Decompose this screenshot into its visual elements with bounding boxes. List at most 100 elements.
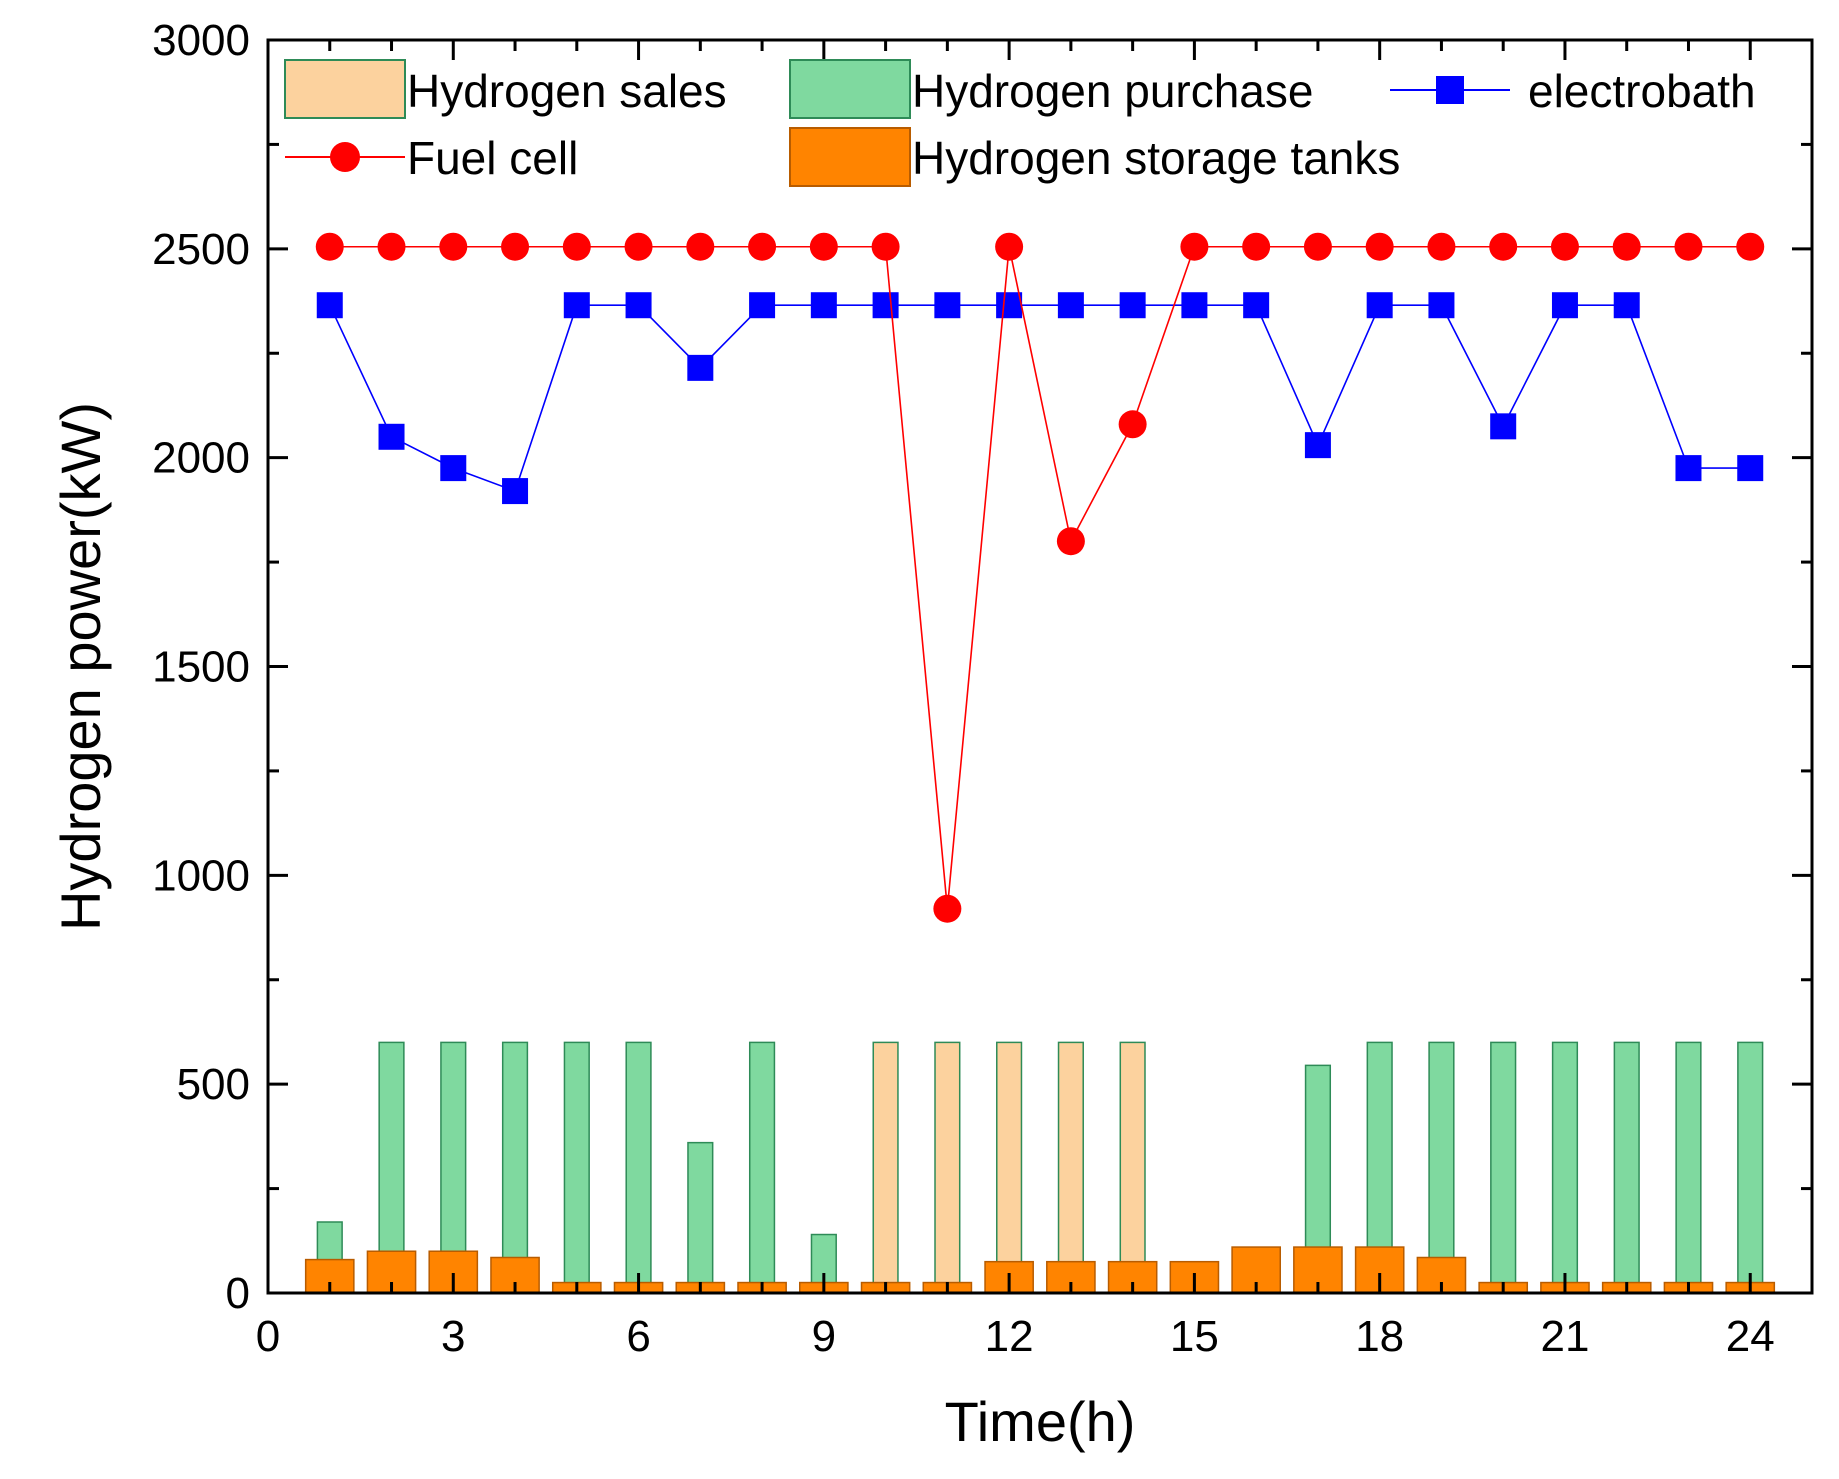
fuel-cell-point xyxy=(1489,232,1518,261)
electrobath-point xyxy=(1057,292,1084,319)
bar-hydrogen-sales xyxy=(872,1041,899,1294)
x-tick-label: 12 xyxy=(985,1312,1034,1361)
x-tick-label: 6 xyxy=(626,1312,650,1361)
electrobath-point xyxy=(1737,455,1764,482)
electrobath-point xyxy=(749,292,776,319)
legend: Hydrogen sales Hydrogen purchase electro… xyxy=(284,59,1756,187)
electrobath-point xyxy=(687,354,714,381)
x-tick-label: 3 xyxy=(441,1312,465,1361)
fuel-cell-point xyxy=(315,232,344,261)
y-tick-label: 2500 xyxy=(152,225,250,274)
bar-hydrogen-purchase xyxy=(1490,1041,1517,1294)
legend-marker-electrobath xyxy=(1436,76,1464,104)
bar-hydrogen-purchase xyxy=(1675,1041,1702,1294)
x-tick-label: 9 xyxy=(812,1312,836,1361)
fuel-cell-point xyxy=(1056,527,1085,556)
y-tick-label: 1000 xyxy=(152,851,250,900)
legend-swatch-hydrogen-purchase xyxy=(789,59,911,119)
electrobath-point xyxy=(810,292,837,319)
x-axis-title: Time(h) xyxy=(945,1390,1136,1453)
line-layer xyxy=(315,232,1765,923)
fuel-cell-point xyxy=(439,232,468,261)
bar-hydrogen-sales xyxy=(996,1041,1023,1294)
bar-layer xyxy=(304,1041,1776,1294)
legend-label-fuel-cell: Fuel cell xyxy=(407,132,578,184)
y-axis-title: Hydrogen power(kW) xyxy=(49,402,112,931)
bar-hydrogen-purchase xyxy=(1737,1041,1764,1294)
electrobath-point xyxy=(316,292,343,319)
y-tick-label: 3000 xyxy=(152,16,250,65)
legend-marker-fuel-cell xyxy=(330,142,360,172)
x-tick-label: 24 xyxy=(1726,1312,1775,1361)
x-tick-label: 18 xyxy=(1355,1312,1404,1361)
x-tick-label: 0 xyxy=(256,1312,280,1361)
electrobath-point xyxy=(872,292,899,319)
legend-label-electrobath: electrobath xyxy=(1528,65,1756,117)
x-tick-label: 21 xyxy=(1540,1312,1589,1361)
bar-hydrogen-purchase xyxy=(748,1041,776,1294)
fuel-cell-point xyxy=(1612,232,1641,261)
y-tick-label: 500 xyxy=(177,1060,250,1109)
bar-hydrogen-purchase xyxy=(1551,1041,1579,1294)
fuel-cell-point xyxy=(748,232,777,261)
electrobath-point xyxy=(934,292,961,319)
fuel-cell-line xyxy=(329,245,1751,909)
electrobath-point xyxy=(378,423,405,450)
electrobath-point xyxy=(1428,292,1455,319)
legend-label-hydrogen-storage-tanks: Hydrogen storage tanks xyxy=(912,132,1400,184)
y-tick-label: 1500 xyxy=(152,643,250,692)
electrobath-point xyxy=(1551,292,1578,319)
electrobath-point xyxy=(1304,432,1331,459)
electrobath-point xyxy=(1366,292,1393,319)
fuel-cell-point xyxy=(871,232,900,261)
bar-hydrogen-purchase xyxy=(687,1141,714,1294)
fuel-cell-point xyxy=(1736,232,1765,261)
bar-hydrogen-purchase xyxy=(501,1041,529,1294)
fuel-cell-point xyxy=(1242,232,1271,261)
fuel-cell-point xyxy=(995,232,1024,261)
legend-swatch-hydrogen-storage-tanks xyxy=(789,127,911,187)
bar-hydrogen-sales xyxy=(1119,1041,1146,1294)
fuel-cell-point xyxy=(933,894,962,923)
fuel-cell-point xyxy=(1303,232,1332,261)
legend-label-hydrogen-purchase: Hydrogen purchase xyxy=(912,65,1313,117)
electrobath-point xyxy=(1613,292,1640,319)
legend-label-hydrogen-sales: Hydrogen sales xyxy=(407,65,727,117)
fuel-cell-point xyxy=(562,232,591,261)
fuel-cell-point xyxy=(1427,232,1456,261)
fuel-cell-point xyxy=(1118,410,1147,439)
y-tick-label: 0 xyxy=(226,1269,250,1318)
electrobath-line xyxy=(329,304,1751,493)
plot-frame xyxy=(266,38,1814,1295)
electrobath-point xyxy=(1490,413,1517,440)
electrobath-point xyxy=(1675,455,1702,482)
electrobath-point xyxy=(1119,292,1146,319)
fuel-cell-point xyxy=(686,232,715,261)
electrobath-point xyxy=(1181,292,1208,319)
bar-hydrogen-sales xyxy=(934,1041,961,1294)
y-tick-label: 2000 xyxy=(152,434,250,483)
electrobath-point xyxy=(440,455,467,482)
electrobath-point xyxy=(1243,292,1270,319)
bar-hydrogen-purchase xyxy=(1613,1041,1640,1294)
axes: 0 500 1000 1500 2000 2500 3000 0 3 6 9 12 15 18 21 24 xyxy=(152,16,1814,1361)
electrobath-point xyxy=(563,292,590,319)
bar-hydrogen-purchase xyxy=(625,1041,652,1294)
bar-hydrogen-purchase xyxy=(1428,1041,1455,1294)
fuel-cell-point xyxy=(1180,232,1209,261)
fuel-cell-point xyxy=(1674,232,1703,261)
legend-swatch-hydrogen-sales xyxy=(284,59,406,119)
bar-hydrogen-purchase xyxy=(563,1041,590,1294)
fuel-cell-point xyxy=(501,232,530,261)
fuel-cell-point xyxy=(624,232,653,261)
fuel-cell-point xyxy=(809,232,838,261)
bar-hydrogen-sales xyxy=(1057,1041,1084,1294)
fuel-cell-point xyxy=(1550,232,1579,261)
electrobath-point xyxy=(502,478,529,505)
x-tick-label: 15 xyxy=(1170,1312,1219,1361)
electrobath-point xyxy=(625,292,652,319)
fuel-cell-point xyxy=(377,232,406,261)
electrobath-point xyxy=(996,292,1023,319)
fuel-cell-point xyxy=(1365,232,1394,261)
